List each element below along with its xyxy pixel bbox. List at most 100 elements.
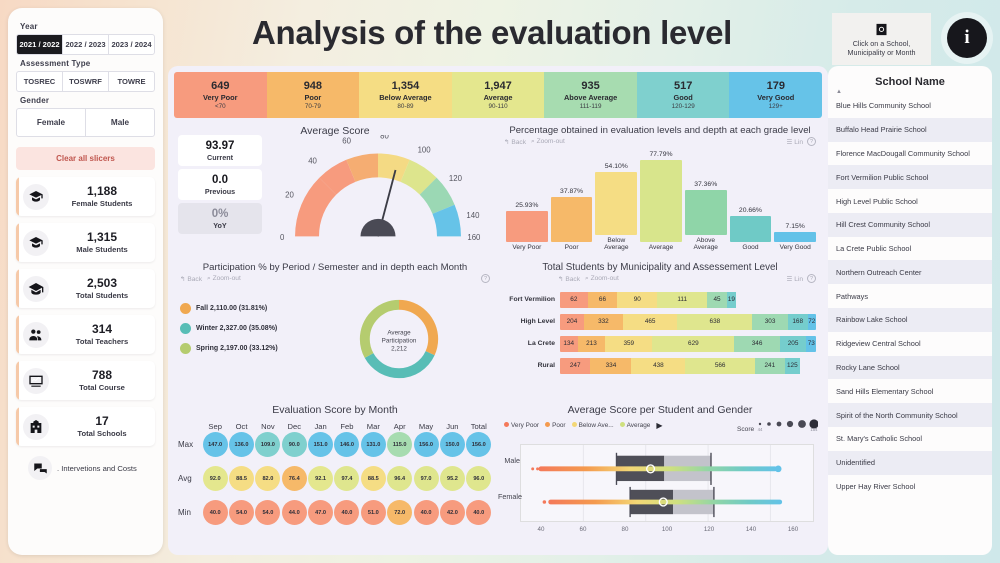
legend-next-arrow[interactable]: ▶ [656, 420, 663, 430]
score-bubble[interactable]: 115.0 [387, 432, 413, 457]
pct-bar-very-poor[interactable]: 25.93% Very Poor [506, 151, 548, 252]
score-bubble[interactable]: 147.0 [202, 432, 228, 457]
list-item[interactable]: Florence MacDougall Community School [836, 148, 970, 158]
slicer-option-towre[interactable]: TOWRE [117, 77, 146, 86]
score-bubble[interactable]: 40.0 [413, 500, 439, 525]
interventions-and-costs-link[interactable]: . Intervetions and Costs [16, 456, 155, 480]
clear-all-slicers-button[interactable]: Clear all slicers [16, 147, 155, 170]
zoom-out-button[interactable]: ⌕ Zoom-out [531, 137, 565, 145]
pct-bar-below-average[interactable]: 54.10% Below Average [595, 151, 638, 252]
level-card-good[interactable]: 517 Good 120-129 [636, 72, 730, 118]
legend-item-below-average[interactable]: Below Ave... [571, 421, 614, 429]
legend-item-very-poor[interactable]: Very Poor [504, 421, 539, 429]
table-row[interactable]: La Crete 134 213 359 629 346 205 73 [498, 334, 816, 353]
list-item[interactable]: Pathways [836, 291, 869, 301]
slicer-gender[interactable]: Female Male [16, 108, 155, 137]
lin-toggle[interactable]: ☰ Lin [786, 138, 803, 146]
kpi-total-course[interactable]: 788 Total Course [16, 361, 155, 400]
list-item[interactable]: Buffalo Head Prairie School [828, 117, 992, 142]
help-icon[interactable]: ? [807, 137, 816, 146]
zoom-out-button[interactable]: ⌕ Zoom-out [585, 274, 619, 282]
slicer-assessment-type[interactable]: TOSREC TOSWRF TOWRE [16, 71, 155, 92]
slicer-option-2023-2024[interactable]: 2023 / 2024 [111, 40, 152, 49]
legend-item-fall[interactable]: Fall 2,110.00 (31.81%) [180, 303, 350, 314]
score-bubble[interactable]: 92.1 [308, 466, 334, 491]
back-button[interactable]: ↰ Back [504, 138, 527, 146]
list-item[interactable]: High Level Public School [836, 196, 918, 206]
pct-bar-poor[interactable]: 37.87% Poor [550, 151, 593, 252]
level-card-above-average[interactable]: 935 Above Average 111-119 [544, 72, 637, 118]
kpi-female-students[interactable]: 1,188 Female Students [16, 177, 155, 216]
kpi-male-students[interactable]: 1,315 Male Students [16, 223, 155, 262]
score-bubble[interactable]: 97.0 [413, 466, 439, 491]
score-bubble[interactable]: 131.0 [360, 432, 386, 457]
table-row[interactable]: Fort Vermilion 62 66 90 111 45 19 [498, 290, 816, 309]
participation-donut[interactable]: Average Participation 2,212 [354, 294, 444, 384]
list-item[interactable]: Unidentified [828, 450, 992, 475]
list-item[interactable]: La Crete Public School [836, 244, 912, 254]
sort-ascending-icon[interactable]: ▲ [836, 89, 842, 95]
slicer-option-2021-2022[interactable]: 2021 / 2022 [17, 35, 63, 54]
score-bubble[interactable]: 136.0 [229, 432, 255, 457]
list-item[interactable]: Northern Outreach Center [828, 260, 992, 285]
list-item[interactable]: St. Mary's Catholic School [836, 434, 923, 444]
score-bubble[interactable]: 150.0 [439, 432, 465, 457]
level-card-below-average[interactable]: 1,354 Below Average 80-89 [359, 72, 452, 118]
slicer-option-toswrf[interactable]: TOSWRF [63, 72, 109, 91]
legend-item-winter[interactable]: Winter 2,327.00 (35.08%) [180, 323, 350, 334]
score-bubble[interactable]: 51.0 [360, 500, 386, 525]
help-icon[interactable]: ? [807, 274, 816, 283]
score-bubble[interactable]: 40.0 [466, 500, 492, 525]
score-bubble[interactable]: 151.0 [308, 432, 334, 457]
score-bubble[interactable]: 54.0 [255, 500, 281, 525]
table-row[interactable]: High Level 204 332 465 638 303 168 72 [498, 312, 816, 331]
list-item[interactable]: Fort Vermilion Public School [828, 165, 992, 190]
score-bubble[interactable]: 88.5 [360, 466, 386, 491]
slicer-option-tosrec[interactable]: TOSREC [17, 72, 63, 91]
legend-item-average[interactable]: Average [619, 421, 650, 429]
score-bubble[interactable]: 109.0 [255, 432, 281, 457]
list-item[interactable]: Spirit of the North Community School [828, 403, 992, 427]
pct-bar-average[interactable]: 77.79% Average [640, 151, 682, 252]
score-bubble[interactable]: 90.0 [281, 432, 307, 457]
score-bubble[interactable]: 40.0 [334, 500, 360, 525]
score-bubble[interactable]: 146.0 [334, 432, 360, 457]
level-card-poor[interactable]: 948 Poor 70-79 [266, 72, 360, 118]
slicer-option-male[interactable]: Male [110, 118, 130, 127]
legend-item-poor[interactable]: Poor [545, 421, 566, 429]
score-bubble[interactable]: 42.0 [439, 500, 465, 525]
score-bubble[interactable]: 156.0 [413, 432, 439, 457]
score-bubble[interactable]: 88.5 [229, 466, 255, 491]
score-bubble[interactable]: 76.4 [281, 466, 307, 491]
list-item[interactable]: Upper Hay River School [836, 481, 916, 491]
score-bubble[interactable]: 97.4 [334, 466, 360, 491]
kpi-total-schools[interactable]: 17 Total Schools [16, 407, 155, 446]
list-item[interactable]: Hill Crest Community School [828, 212, 992, 237]
list-item[interactable]: Rainbow Lake School [828, 308, 992, 332]
level-card-very-poor[interactable]: 649 Very Poor <70 [174, 72, 267, 118]
pct-bar-very-good[interactable]: 7.15% Very Good [774, 151, 817, 252]
list-item[interactable]: Blue Hills Community School [836, 101, 931, 111]
kpi-total-students[interactable]: 2,503 Total Students [16, 269, 155, 308]
score-bubble[interactable]: 96.4 [387, 466, 413, 491]
lin-toggle[interactable]: ☰ Lin [786, 275, 803, 283]
score-bubble[interactable]: 82.0 [255, 466, 281, 491]
score-bubble[interactable]: 92.0 [202, 466, 228, 491]
info-icon[interactable]: i [947, 18, 987, 58]
list-item[interactable]: Ridgeview Central School [836, 339, 921, 349]
back-button[interactable]: ↰ Back [180, 275, 203, 283]
level-card-very-good[interactable]: 179 Very Good 129+ [729, 72, 822, 118]
boxplot-plot-area[interactable] [520, 444, 815, 522]
score-bubble[interactable]: 44.0 [281, 500, 307, 525]
level-card-average[interactable]: 1,947 Average 90-110 [451, 72, 545, 118]
pct-bar-above-average[interactable]: 37.36% Above Average [684, 151, 727, 252]
score-bubble[interactable]: 72.0 [387, 500, 413, 525]
table-row[interactable]: Rural 247 334 438 566 241 125 [498, 356, 816, 375]
list-item[interactable]: Sand Hills Elementary School [836, 386, 934, 396]
help-icon[interactable]: ? [481, 274, 490, 283]
pct-bar-good[interactable]: 20.66% Good [729, 151, 772, 252]
slicer-year[interactable]: 2021 / 2022 2022 / 2023 2023 / 2024 [16, 34, 155, 55]
legend-item-spring[interactable]: Spring 2,197.00 (33.12%) [180, 343, 350, 354]
zoom-out-button[interactable]: ⌕ Zoom-out [207, 274, 241, 282]
click-hint-button[interactable]: Click on a School, Municipality or Month [832, 13, 931, 65]
